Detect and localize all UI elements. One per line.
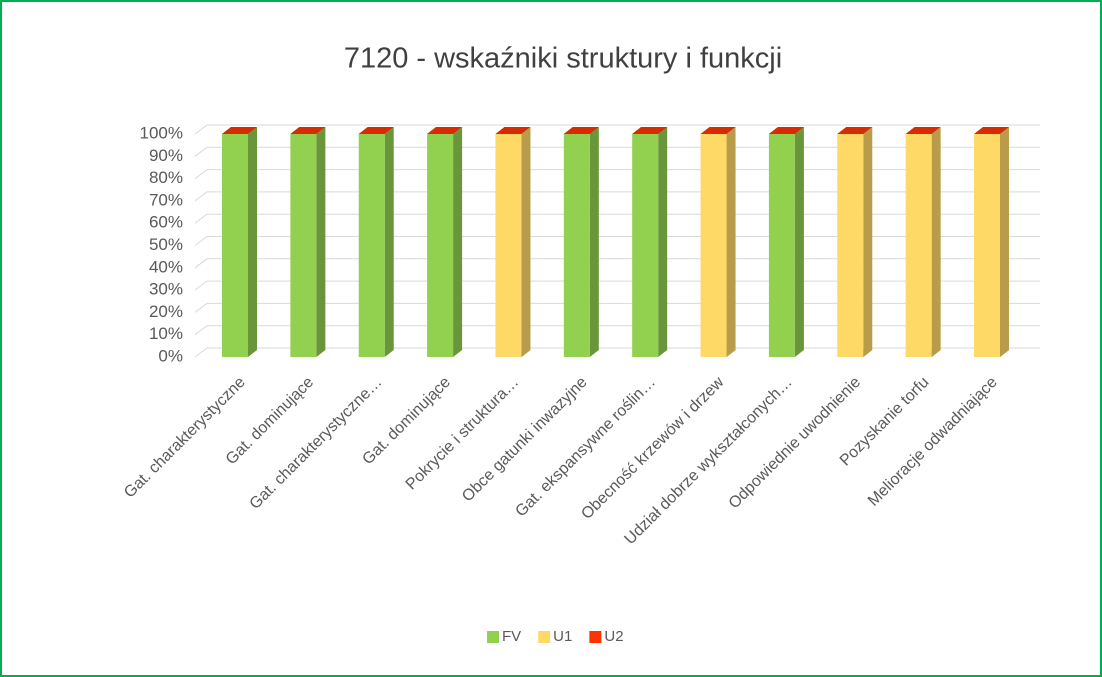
grid-line bbox=[194, 169, 1040, 180]
bar-side bbox=[726, 127, 736, 357]
bar-top bbox=[632, 127, 668, 134]
y-tick-label: 0% bbox=[158, 346, 183, 365]
legend-swatch bbox=[589, 631, 602, 643]
bar-side bbox=[589, 127, 599, 357]
bar-side bbox=[1000, 127, 1009, 357]
chart-title: 7120 - wskaźniki struktury i funkcji bbox=[344, 43, 782, 75]
bar bbox=[290, 134, 317, 357]
grid-line bbox=[194, 258, 1040, 269]
y-tick-label: 80% bbox=[149, 168, 183, 187]
grid-line bbox=[194, 124, 1040, 135]
bar-side bbox=[248, 127, 257, 357]
y-tick-label: 60% bbox=[149, 213, 183, 232]
bar-side bbox=[658, 127, 668, 357]
bar-top bbox=[290, 127, 326, 134]
bar-top bbox=[358, 127, 394, 134]
bar bbox=[837, 134, 864, 357]
y-tick-label: 30% bbox=[149, 280, 183, 299]
bar-top bbox=[222, 127, 257, 134]
y-tick-label: 10% bbox=[149, 324, 183, 343]
bar-side bbox=[794, 127, 804, 357]
bar-top bbox=[427, 127, 463, 134]
bar-top bbox=[837, 127, 873, 134]
y-tick-label: 50% bbox=[149, 235, 183, 254]
bar bbox=[632, 134, 659, 357]
grid-line bbox=[194, 280, 1040, 291]
bar-side bbox=[931, 127, 941, 357]
legend-swatch bbox=[538, 631, 551, 643]
bar-top bbox=[563, 127, 599, 134]
legend-label: FV bbox=[502, 628, 521, 645]
bar bbox=[563, 134, 590, 357]
bar bbox=[700, 134, 727, 357]
bar-top bbox=[768, 127, 804, 134]
bar bbox=[222, 134, 248, 357]
bar-side bbox=[384, 127, 394, 357]
bar-top bbox=[974, 127, 1009, 134]
legend-label: U2 bbox=[604, 628, 623, 645]
grid-line bbox=[194, 213, 1040, 224]
bar bbox=[358, 134, 385, 357]
grid-line bbox=[194, 191, 1040, 202]
bar-side bbox=[521, 127, 531, 357]
bar-top bbox=[700, 127, 736, 134]
y-tick-label: 20% bbox=[149, 302, 183, 321]
legend-label: U1 bbox=[553, 628, 572, 645]
grid-line bbox=[194, 146, 1040, 157]
y-tick-label: 40% bbox=[149, 257, 183, 276]
bar-side bbox=[453, 127, 463, 357]
bar bbox=[495, 134, 522, 357]
legend-swatch bbox=[487, 631, 499, 643]
bar-top bbox=[905, 127, 941, 134]
grid-line bbox=[194, 302, 1040, 313]
grid-line bbox=[194, 347, 1040, 358]
y-tick-label: 90% bbox=[149, 146, 183, 165]
y-tick-label: 100% bbox=[140, 123, 183, 142]
bar bbox=[905, 134, 932, 357]
bar-side bbox=[316, 127, 326, 357]
bar-side bbox=[863, 127, 873, 357]
bar-top bbox=[495, 127, 531, 134]
y-tick-label: 70% bbox=[149, 190, 183, 209]
bar bbox=[974, 134, 1000, 357]
bar bbox=[768, 134, 795, 357]
grid-line bbox=[194, 325, 1040, 336]
bar bbox=[427, 134, 454, 357]
grid-line bbox=[194, 236, 1040, 246]
